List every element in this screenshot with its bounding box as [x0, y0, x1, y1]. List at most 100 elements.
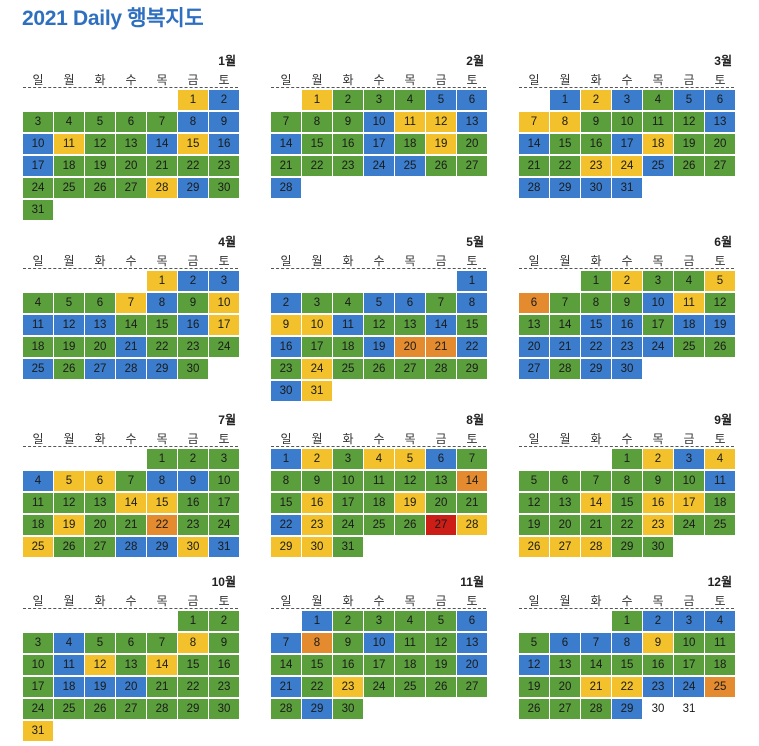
day-cell[interactable]: 23 [643, 677, 673, 697]
day-cell[interactable]: 5 [705, 271, 735, 291]
day-cell[interactable]: 26 [395, 515, 425, 535]
day-cell[interactable]: 17 [674, 493, 704, 513]
day-cell[interactable]: 2 [209, 90, 239, 110]
day-cell[interactable]: 21 [116, 515, 146, 535]
day-cell[interactable]: 8 [302, 112, 332, 132]
day-cell[interactable]: 7 [519, 112, 549, 132]
day-cell[interactable]: 4 [674, 271, 704, 291]
day-cell[interactable]: 19 [674, 134, 704, 154]
day-cell[interactable]: 3 [612, 90, 642, 110]
day-cell[interactable]: 30 [643, 537, 673, 557]
day-cell[interactable]: 27 [426, 515, 456, 535]
day-cell[interactable]: 12 [519, 493, 549, 513]
day-cell[interactable]: 4 [364, 449, 394, 469]
day-cell[interactable]: 15 [178, 655, 208, 675]
day-cell[interactable]: 2 [333, 90, 363, 110]
day-cell[interactable]: 16 [209, 655, 239, 675]
day-cell[interactable]: 15 [581, 315, 611, 335]
day-cell[interactable]: 26 [519, 537, 549, 557]
day-cell[interactable]: 16 [302, 493, 332, 513]
day-cell[interactable]: 8 [581, 293, 611, 313]
day-cell[interactable]: 1 [302, 611, 332, 631]
day-cell[interactable]: 18 [705, 655, 735, 675]
day-cell[interactable]: 27 [85, 359, 115, 379]
day-cell[interactable]: 1 [178, 611, 208, 631]
day-cell[interactable]: 14 [116, 493, 146, 513]
day-cell[interactable]: 9 [302, 471, 332, 491]
day-cell[interactable]: 20 [550, 677, 580, 697]
day-cell[interactable]: 11 [705, 633, 735, 653]
day-cell[interactable]: 14 [116, 315, 146, 335]
day-cell[interactable]: 8 [178, 633, 208, 653]
day-cell[interactable]: 14 [519, 134, 549, 154]
day-cell[interactable]: 2 [643, 611, 673, 631]
day-cell[interactable]: 29 [612, 537, 642, 557]
day-cell[interactable]: 26 [85, 699, 115, 719]
day-cell[interactable]: 22 [581, 337, 611, 357]
day-cell[interactable]: 21 [271, 677, 301, 697]
day-cell[interactable]: 23 [333, 677, 363, 697]
day-cell[interactable]: 20 [550, 515, 580, 535]
day-cell[interactable]: 9 [178, 293, 208, 313]
day-cell[interactable]: 27 [519, 359, 549, 379]
day-cell[interactable]: 18 [54, 677, 84, 697]
day-cell[interactable]: 23 [581, 156, 611, 176]
day-cell[interactable]: 30 [209, 699, 239, 719]
day-cell[interactable]: 8 [612, 633, 642, 653]
day-cell[interactable]: 27 [705, 156, 735, 176]
day-cell[interactable]: 7 [271, 633, 301, 653]
day-cell[interactable]: 22 [147, 515, 177, 535]
day-cell[interactable]: 1 [581, 271, 611, 291]
day-cell[interactable]: 24 [612, 156, 642, 176]
day-cell[interactable]: 8 [612, 471, 642, 491]
day-cell[interactable]: 16 [333, 134, 363, 154]
day-cell[interactable]: 1 [178, 90, 208, 110]
day-cell[interactable]: 23 [333, 156, 363, 176]
day-cell[interactable]: 21 [457, 493, 487, 513]
day-cell[interactable]: 1 [302, 90, 332, 110]
day-cell[interactable]: 5 [674, 90, 704, 110]
day-cell[interactable]: 2 [178, 271, 208, 291]
day-cell[interactable]: 24 [364, 156, 394, 176]
day-cell[interactable]: 29 [178, 699, 208, 719]
day-cell[interactable]: 10 [364, 633, 394, 653]
day-cell[interactable]: 16 [643, 493, 673, 513]
day-cell[interactable]: 7 [457, 449, 487, 469]
day-cell[interactable]: 20 [457, 655, 487, 675]
day-cell[interactable]: 19 [85, 156, 115, 176]
day-cell[interactable]: 12 [54, 493, 84, 513]
day-cell[interactable]: 17 [364, 134, 394, 154]
day-cell[interactable]: 10 [643, 293, 673, 313]
day-cell[interactable]: 25 [54, 699, 84, 719]
day-cell[interactable]: 22 [147, 337, 177, 357]
day-cell[interactable]: 15 [178, 134, 208, 154]
day-cell[interactable]: 26 [85, 178, 115, 198]
day-cell[interactable]: 30 [643, 699, 673, 719]
day-cell[interactable]: 20 [426, 493, 456, 513]
day-cell[interactable]: 11 [23, 493, 53, 513]
day-cell[interactable]: 19 [426, 655, 456, 675]
day-cell[interactable]: 10 [333, 471, 363, 491]
day-cell[interactable]: 28 [519, 178, 549, 198]
day-cell[interactable]: 6 [705, 90, 735, 110]
day-cell[interactable]: 28 [457, 515, 487, 535]
day-cell[interactable]: 16 [178, 493, 208, 513]
day-cell[interactable]: 22 [457, 337, 487, 357]
day-cell[interactable]: 24 [364, 677, 394, 697]
day-cell[interactable]: 8 [457, 293, 487, 313]
day-cell[interactable]: 5 [54, 471, 84, 491]
day-cell[interactable]: 18 [674, 315, 704, 335]
day-cell[interactable]: 11 [54, 655, 84, 675]
day-cell[interactable]: 19 [426, 134, 456, 154]
day-cell[interactable]: 8 [147, 471, 177, 491]
day-cell[interactable]: 20 [85, 337, 115, 357]
day-cell[interactable]: 2 [178, 449, 208, 469]
day-cell[interactable]: 21 [519, 156, 549, 176]
day-cell[interactable]: 1 [612, 611, 642, 631]
day-cell[interactable]: 28 [550, 359, 580, 379]
day-cell[interactable]: 13 [550, 493, 580, 513]
day-cell[interactable]: 22 [550, 156, 580, 176]
day-cell[interactable]: 22 [612, 515, 642, 535]
day-cell[interactable]: 17 [302, 337, 332, 357]
day-cell[interactable]: 4 [705, 611, 735, 631]
